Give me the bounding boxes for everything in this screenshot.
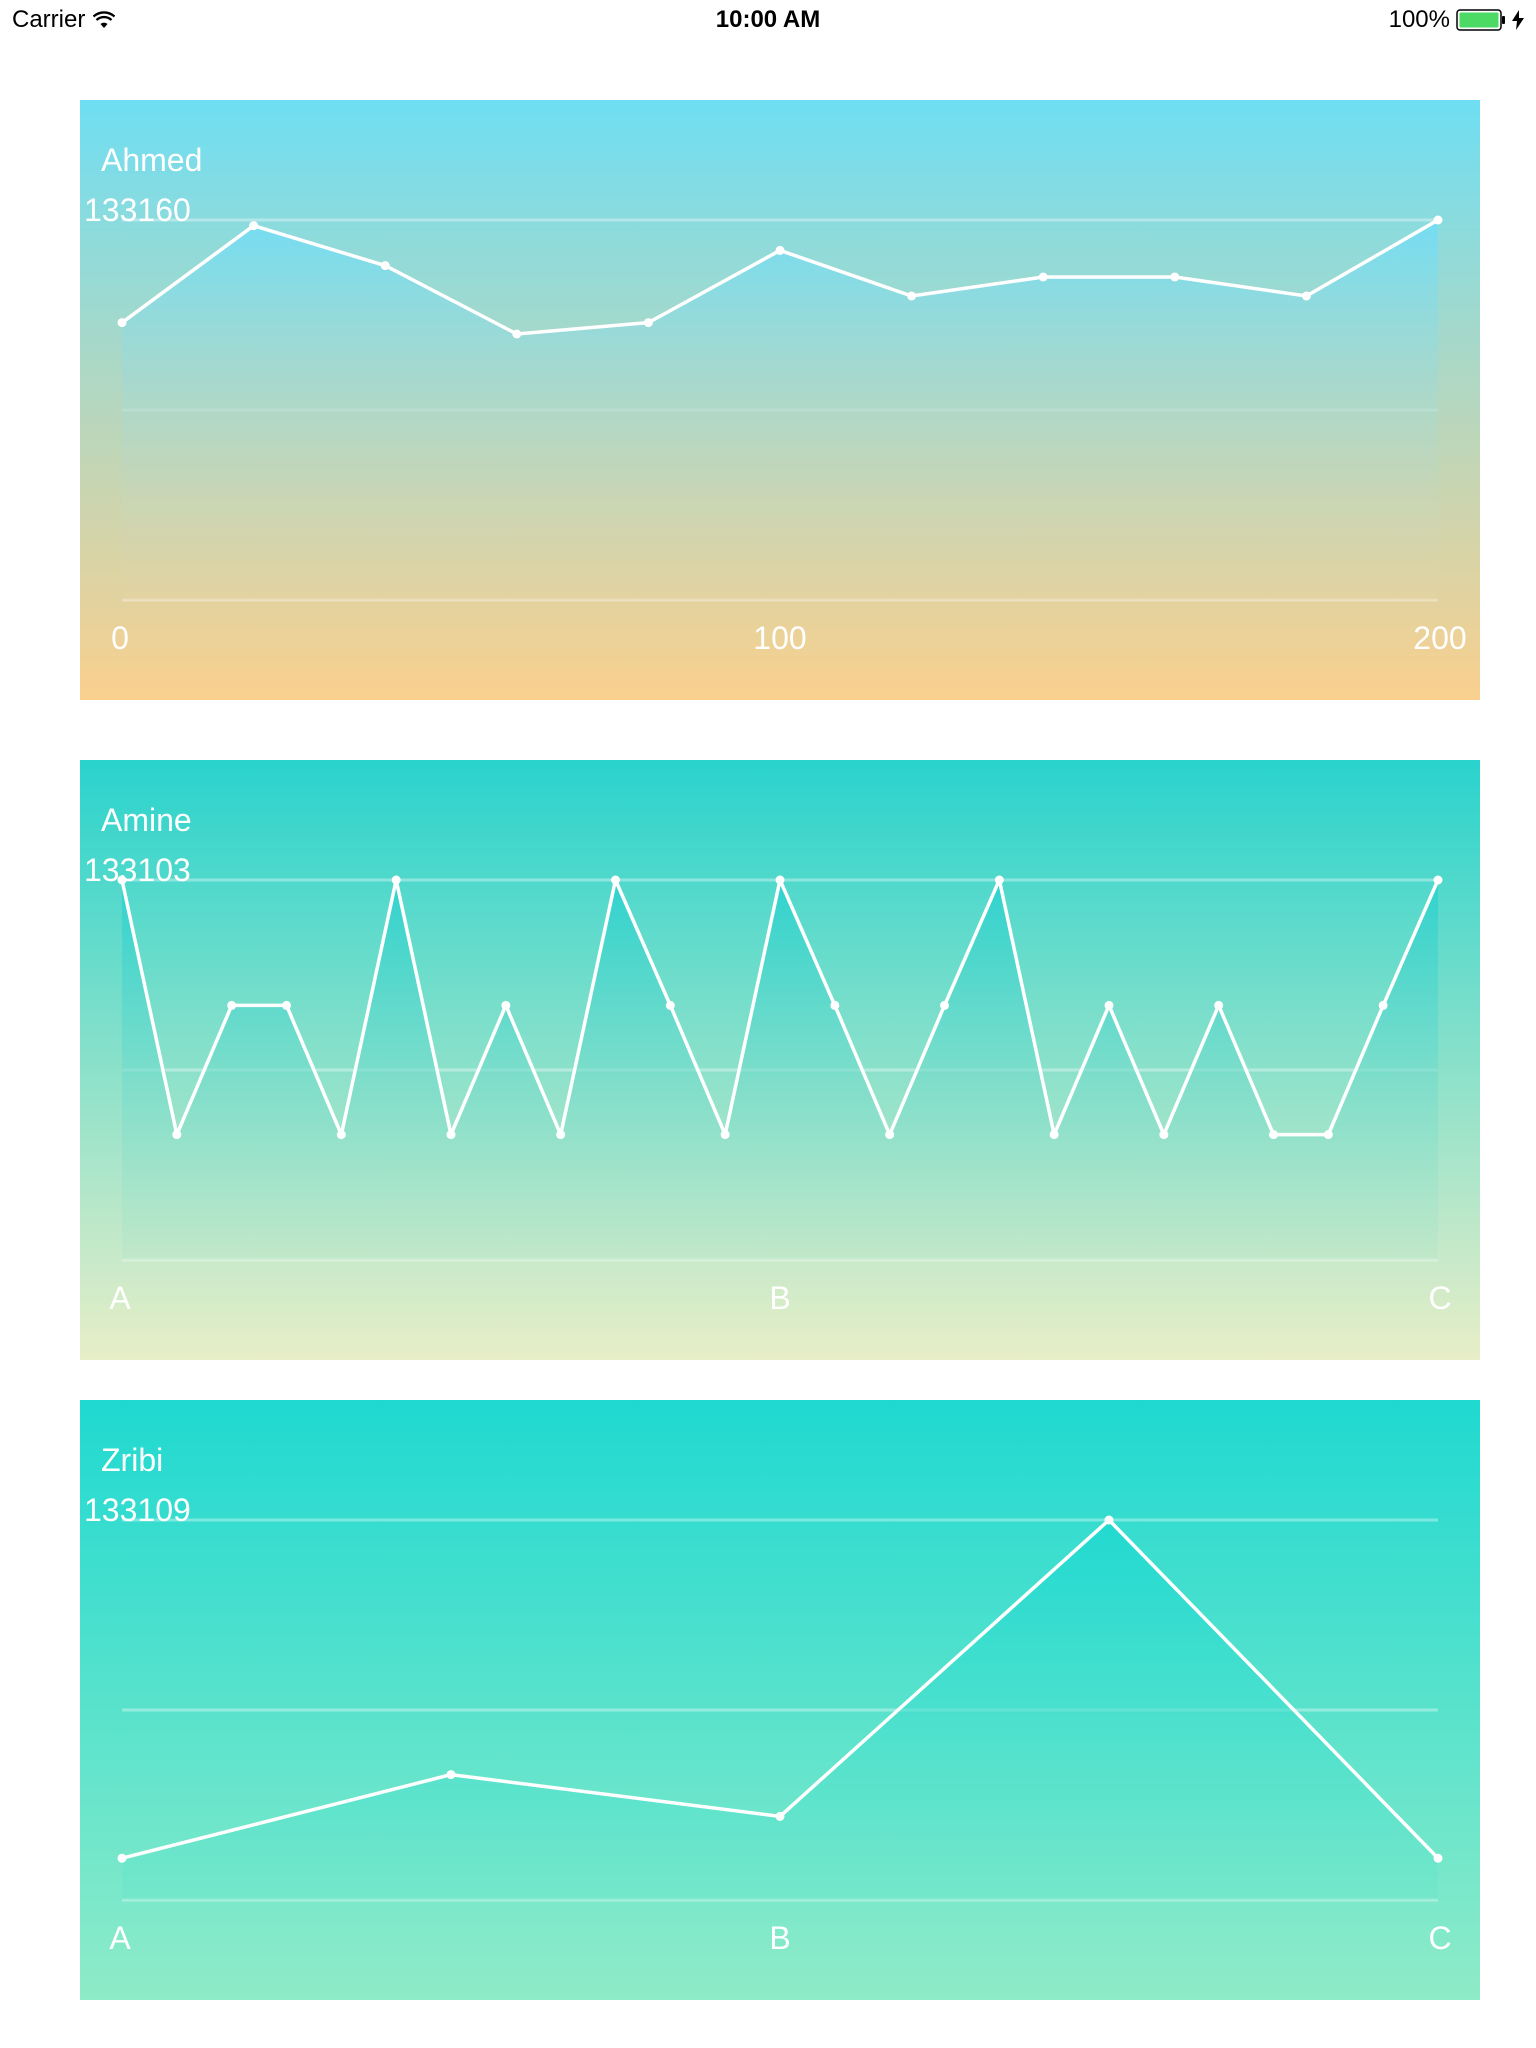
data-point [1214,1000,1224,1010]
x-tick-label: B [769,1920,791,1956]
x-tick-label: 200 [1413,620,1467,656]
chart-card-amine: Amine 133103 A B C [80,760,1480,1360]
x-tick-label: B [769,1280,791,1316]
data-point [446,1770,456,1780]
data-point [1104,1515,1114,1525]
chart-svg [80,100,1480,700]
chart-title: Amine [101,802,192,838]
chart-title: Zribi [101,1442,164,1478]
data-point [611,875,620,885]
x-tick-label: C [1428,1280,1452,1316]
data-point [1433,215,1443,225]
data-point [940,1000,949,1010]
data-point [1038,272,1048,282]
max-value-label: 133109 [84,1492,191,1528]
x-tick-label: 0 [111,620,129,656]
x-tick-label: 100 [753,620,807,656]
x-tick-label: A [109,1280,131,1316]
charging-bolt-icon [1512,10,1524,30]
battery-percent: 100% [1388,6,1450,33]
chart-title: Ahmed [101,142,203,178]
data-point [720,1130,730,1140]
max-value-label: 133160 [84,192,191,228]
chart-card-ahmed: Ahmed 133160 0 100 200 [80,100,1480,700]
data-point [1104,1000,1114,1010]
data-point [556,1130,566,1140]
data-point [380,261,390,271]
data-point [775,1811,785,1821]
x-tick-label: A [109,1920,131,1956]
data-point [885,1130,895,1140]
data-point [1323,1130,1333,1140]
data-point [227,1000,237,1010]
data-point [775,245,785,255]
status-right: 100% [1389,6,1524,34]
chart-svg [80,1400,1480,2000]
data-point [1269,1130,1278,1140]
data-point [117,318,127,328]
data-point [665,1000,675,1010]
data-point [512,329,522,339]
data-point [1378,1000,1388,1010]
data-point [446,1130,456,1140]
max-value-label: 133103 [84,852,191,888]
chart-svg [80,760,1480,1360]
data-point [117,1853,127,1863]
data-point [1433,875,1443,885]
data-point [1301,291,1311,301]
series-area [122,880,1438,1260]
carrier-label: Carrier [12,6,86,33]
battery-icon [1456,9,1506,31]
chart-card-zribi: Zribi 133109 A B C [80,1400,1480,2000]
wifi-icon [93,11,116,29]
data-point [117,875,127,885]
data-point [501,1000,511,1010]
data-point [249,221,259,231]
status-left: Carrier [12,6,116,34]
data-point [336,1130,346,1140]
data-point [994,875,1004,885]
series-area [122,220,1438,600]
data-point [282,1000,291,1010]
x-tick-label: C [1428,1920,1452,1956]
data-point [1433,1853,1443,1863]
data-point [775,875,785,885]
data-point [1159,1130,1169,1140]
data-point [1170,272,1180,282]
data-point [907,291,917,301]
data-point [643,318,653,328]
data-point [830,1000,840,1010]
status-time: 10:00 AM [715,6,821,33]
data-point [172,1130,182,1140]
series-area [122,1520,1438,1900]
data-point [391,875,401,885]
data-point [1049,1130,1059,1140]
status-bar: Carrier 10:00 AM 100% [0,0,1536,40]
